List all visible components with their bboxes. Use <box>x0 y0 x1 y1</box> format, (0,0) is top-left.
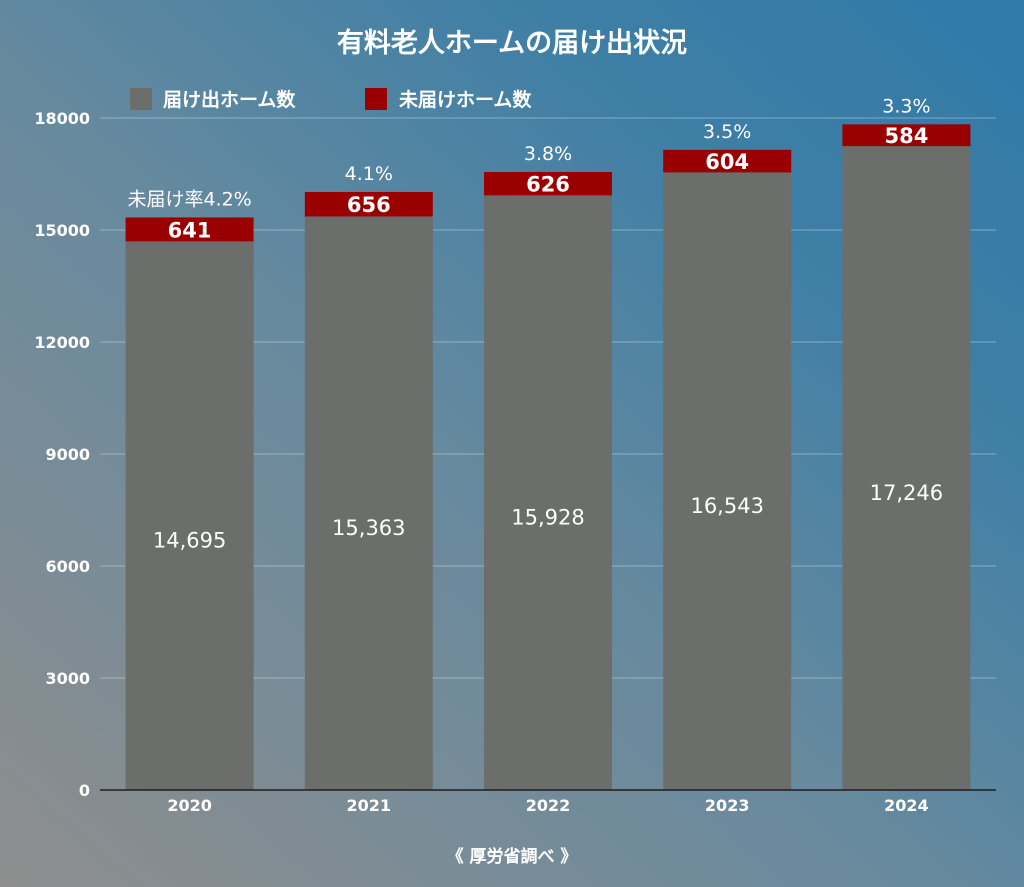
y-tick-label: 9000 <box>45 445 90 464</box>
y-tick-label: 0 <box>79 781 90 800</box>
data-label-registered: 15,363 <box>332 516 405 540</box>
data-label-registered: 17,246 <box>870 481 943 505</box>
rate-label: 4.1% <box>345 163 393 185</box>
bar-unregistered <box>304 191 433 217</box>
data-label-unregistered: 584 <box>884 124 928 148</box>
data-label-unregistered: 656 <box>347 193 391 217</box>
x-axis-ticks: 2020 2021 2022 2023 2024 <box>167 796 928 815</box>
chart-title: 有料老人ホームの届け出状況 <box>337 28 687 59</box>
data-label-registered: 15,928 <box>511 506 584 530</box>
y-tick-label: 18000 <box>34 109 90 128</box>
rate-label: 未届け率4.2% <box>127 188 251 210</box>
legend-label-unregistered: 未届けホーム数 <box>398 88 532 111</box>
x-tick-label: 2022 <box>526 796 571 815</box>
data-labels: 14,695 641 未届け率4.2% 15,363 656 4.1% 15,928 626 3… <box>127 95 943 552</box>
bar-registered <box>304 216 433 790</box>
y-axis-ticks: 0 3000 6000 9000 12000 15000 18000 <box>34 109 90 800</box>
bar-registered <box>484 195 612 790</box>
legend-label-registered: 届け出ホーム数 <box>163 88 296 111</box>
bar-registered <box>125 241 254 791</box>
x-tick-label: 2024 <box>884 796 929 815</box>
data-label-unregistered: 626 <box>526 173 570 197</box>
y-tick-label: 3000 <box>45 669 90 688</box>
x-tick-label: 2020 <box>167 796 212 815</box>
legend-swatch-unregistered <box>365 88 387 110</box>
source-note: 《 厚労省調べ 》 <box>447 846 578 867</box>
bar-unregistered <box>842 124 971 147</box>
bar-unregistered <box>125 217 254 242</box>
y-tick-label: 12000 <box>34 333 90 352</box>
x-tick-label: 2023 <box>705 796 750 815</box>
bar-unregistered <box>663 149 792 173</box>
data-label-unregistered: 604 <box>705 150 749 174</box>
y-tick-label: 15000 <box>34 221 90 240</box>
x-tick-label: 2021 <box>347 796 392 815</box>
data-label-unregistered: 641 <box>168 218 212 242</box>
rate-label: 3.3% <box>882 95 930 117</box>
bar-registered <box>663 172 792 791</box>
bar-unregistered <box>484 171 612 196</box>
bar-registered <box>842 146 971 790</box>
y-tick-label: 6000 <box>45 557 90 576</box>
bars <box>125 124 971 791</box>
legend-swatch-registered <box>130 88 152 110</box>
rate-label: 3.8% <box>524 143 572 165</box>
rate-label: 3.5% <box>703 121 751 143</box>
data-label-registered: 14,695 <box>153 529 226 553</box>
data-label-registered: 16,543 <box>690 494 763 518</box>
legend: 届け出ホーム数 未届けホーム数 <box>130 88 532 111</box>
